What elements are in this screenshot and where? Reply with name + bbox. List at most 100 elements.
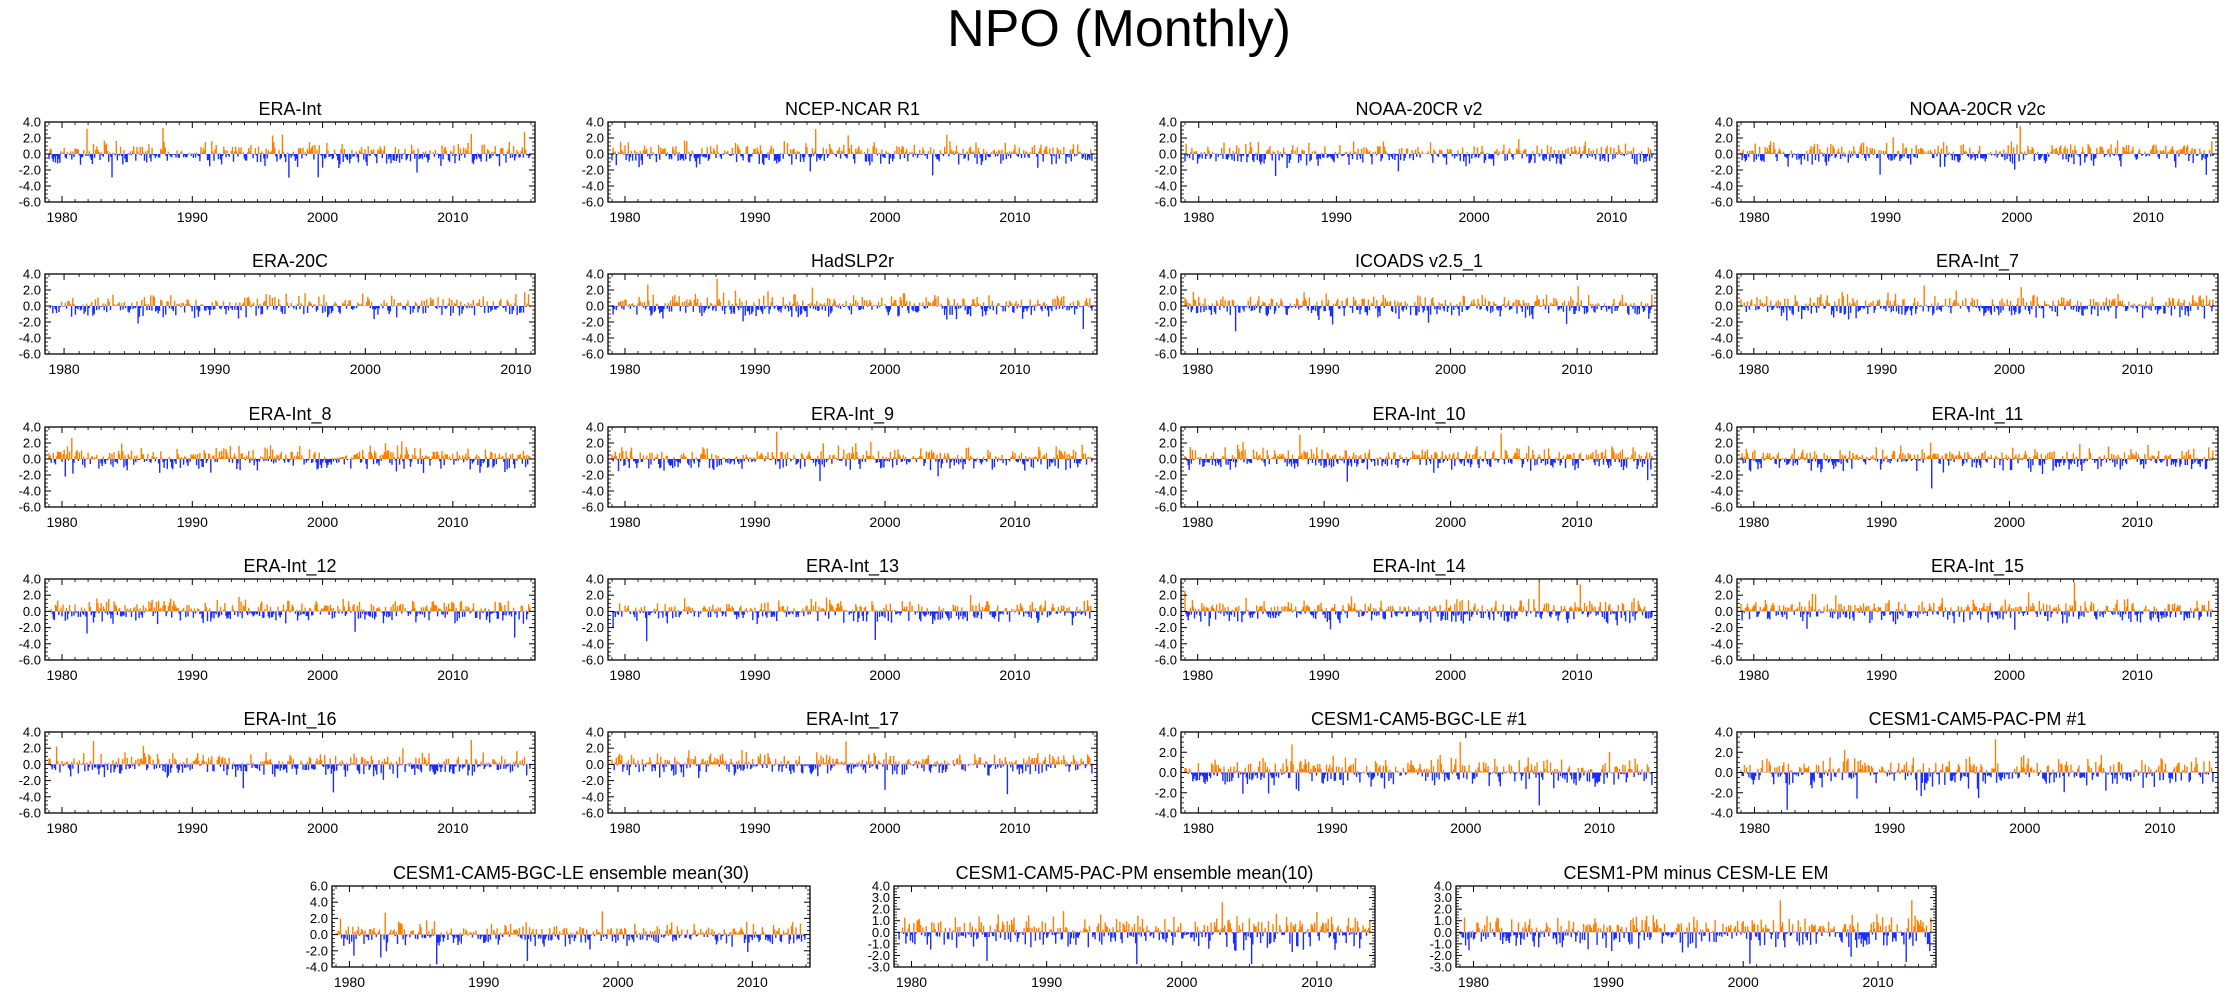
bars — [1184, 139, 1653, 176]
x-tick-label: 1990 — [1321, 209, 1352, 225]
bars — [1184, 286, 1653, 332]
y-tick-label: 4.0 — [586, 115, 604, 130]
y-tick-label: -6.0 — [19, 500, 41, 515]
bars — [1740, 125, 2214, 175]
x-tick-label: 1990 — [739, 361, 770, 377]
x-tick-label: 1980 — [48, 361, 79, 377]
x-tick-label: 1990 — [1870, 209, 1901, 225]
y-tick-label: 0.0 — [586, 299, 604, 314]
panel-title: HadSLP2r — [811, 251, 894, 271]
x-tick-label: 2000 — [869, 209, 900, 225]
y-tick-label: -2.0 — [19, 315, 41, 330]
x-axis: 1980 1990 2000 2010 — [1738, 274, 2215, 377]
y-axis: 4.02.00.0-2.0-4.0-6.0 — [582, 267, 1097, 362]
y-tick-label: -6.0 — [19, 195, 41, 210]
y-tick-label: 2.0 — [1159, 131, 1177, 146]
bars — [48, 438, 531, 477]
bars — [48, 127, 531, 178]
y-axis: 4.02.00.0-2.0-4.0-6.0 — [19, 420, 535, 515]
x-tick-label: 1980 — [1182, 361, 1213, 377]
x-tick-label: 2010 — [1562, 361, 1593, 377]
panel-title: ERA-20C — [252, 251, 328, 271]
x-tick-label: 1980 — [46, 209, 77, 225]
y-tick-label: -2.0 — [1155, 315, 1177, 330]
panel-title: ERA-Int_8 — [248, 404, 331, 425]
x-tick-label: 2000 — [307, 209, 338, 225]
x-tick-label: 1990 — [1866, 361, 1897, 377]
plot-frame — [1736, 121, 2219, 203]
y-tick-label: -4.0 — [1711, 331, 1733, 346]
y-tick-label: 2.0 — [586, 283, 604, 298]
y-axis: 4.02.00.0-2.0-4.0-6.0 — [19, 267, 535, 362]
panel-title: ICOADS v2.5_1 — [1355, 251, 1483, 272]
y-tick-label: -4.0 — [19, 179, 41, 194]
figure-title: NPO (Monthly) — [0, 0, 2238, 58]
y-tick-label: 4.0 — [1715, 115, 1733, 130]
x-tick-label: 1990 — [1309, 361, 1340, 377]
y-tick-label: 0.0 — [1715, 147, 1733, 162]
x-axis: 1980 1990 2000 2010 — [609, 122, 1094, 225]
y-axis: 4.02.00.0-2.0-4.0-6.0 — [19, 115, 535, 210]
y-tick-label: 2.0 — [1715, 131, 1733, 146]
y-tick-label: -4.0 — [1155, 331, 1177, 346]
y-tick-label: -4.0 — [582, 179, 604, 194]
y-axis: 4.02.00.0-2.0-4.0-6.0 — [582, 115, 1097, 210]
y-tick-label: -2.0 — [1711, 315, 1733, 330]
panel-title: NOAA-20CR v2 — [1355, 99, 1482, 119]
bars — [1740, 285, 2214, 321]
y-tick-label: 0.0 — [586, 147, 604, 162]
y-tick-label: -4.0 — [19, 331, 41, 346]
y-tick-label: -2.0 — [582, 163, 604, 178]
y-tick-label: 0.0 — [1715, 299, 1733, 314]
x-tick-label: 2010 — [999, 209, 1030, 225]
y-tick-label: -6.0 — [1711, 195, 1733, 210]
y-tick-label: -6.0 — [1155, 347, 1177, 362]
y-tick-label: -6.0 — [582, 347, 604, 362]
panel-title: ERA-Int — [258, 99, 321, 119]
x-axis: 1980 1990 2000 2010 — [609, 274, 1094, 377]
y-tick-label: 4.0 — [1159, 267, 1177, 282]
y-tick-label: 0.0 — [1159, 147, 1177, 162]
y-axis: 4.02.00.0-2.0-4.0-6.0 — [1155, 115, 1657, 210]
x-tick-label: 2010 — [500, 361, 531, 377]
x-axis: 1980 1990 2000 2010 — [1739, 122, 2215, 225]
y-tick-label: 2.0 — [1159, 283, 1177, 298]
x-tick-label: 1980 — [609, 361, 640, 377]
y-tick-label: -6.0 — [582, 195, 604, 210]
panel-title: ERA-Int_7 — [1936, 251, 2019, 272]
y-axis: 4.02.00.0-2.0-4.0-6.0 — [1155, 267, 1657, 362]
x-tick-label: 2010 — [2122, 361, 2153, 377]
x-tick-label: 2000 — [2001, 209, 2032, 225]
x-tick-label: 1990 — [177, 209, 208, 225]
plot-frame — [1180, 121, 1658, 203]
x-tick-label: 2010 — [437, 209, 468, 225]
y-tick-label: -2.0 — [1711, 163, 1733, 178]
y-tick-label: -6.0 — [19, 347, 41, 362]
x-tick-label: 2000 — [1994, 361, 2025, 377]
y-tick-label: 4.0 — [1159, 115, 1177, 130]
plot-frame — [44, 426, 536, 508]
y-tick-label: 2.0 — [23, 283, 41, 298]
x-tick-label: 2000 — [350, 361, 381, 377]
x-axis: 1980 1990 2000 2010 — [48, 274, 532, 377]
y-tick-label: -2.0 — [1155, 163, 1177, 178]
y-axis: 4.02.00.0-2.0-4.0-6.0 — [1711, 115, 2218, 210]
x-tick-label: 1980 — [609, 209, 640, 225]
bars — [611, 129, 1093, 176]
y-tick-label: 0.0 — [23, 147, 41, 162]
y-tick-label: 2.0 — [1715, 283, 1733, 298]
x-tick-label: 2010 — [999, 361, 1030, 377]
x-tick-label: 1980 — [1739, 209, 1770, 225]
x-axis: 1980 1990 2000 2010 — [1182, 274, 1654, 377]
y-tick-label: 2.0 — [23, 436, 41, 451]
panel-title: NCEP-NCAR R1 — [785, 99, 920, 119]
y-tick-label: -6.0 — [1711, 347, 1733, 362]
